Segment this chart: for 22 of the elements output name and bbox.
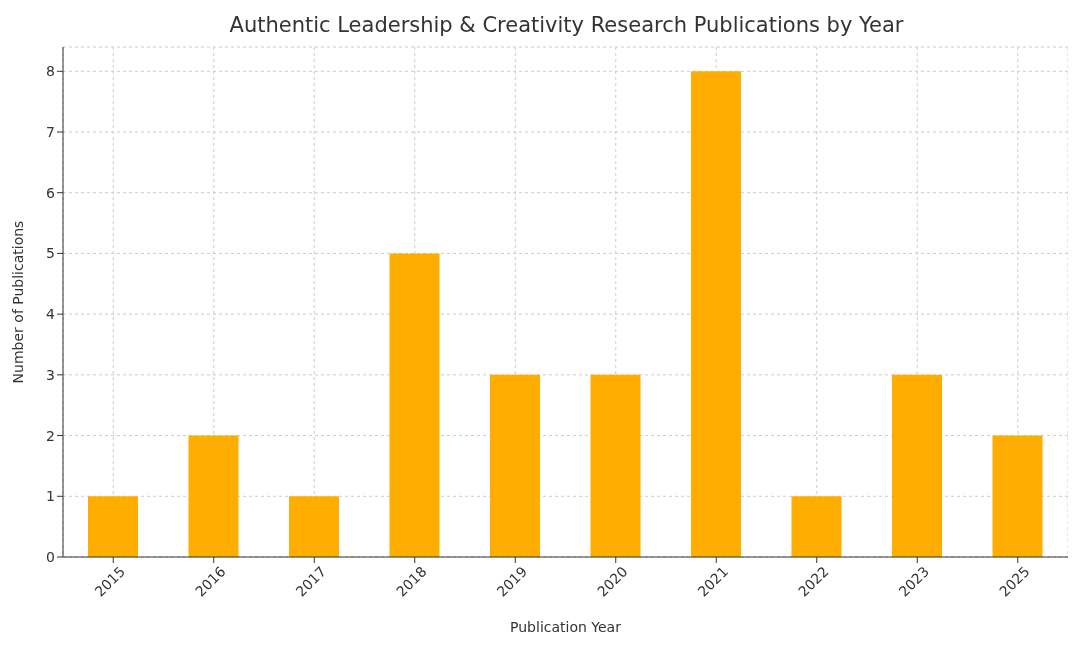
- bar: [992, 435, 1043, 557]
- y-tick-label: 4: [46, 306, 56, 323]
- y-tick-label: 5: [46, 245, 55, 262]
- y-tick-label: 6: [46, 184, 56, 201]
- bar: [490, 374, 540, 557]
- x-axis-title: Publication Year: [510, 619, 622, 635]
- y-tick-label: 1: [46, 488, 55, 505]
- bar: [791, 496, 842, 557]
- y-tick-label: 8: [46, 63, 55, 80]
- y-tick-label: 7: [46, 123, 55, 140]
- bar: [590, 374, 641, 557]
- y-tick-label: 3: [46, 366, 55, 383]
- y-axis-title: Number of Publications: [9, 220, 26, 384]
- y-tick-label: 0: [46, 548, 55, 565]
- bar: [188, 435, 239, 557]
- bar: [88, 496, 138, 557]
- y-tick-label: 2: [46, 427, 55, 444]
- bar: [691, 71, 741, 557]
- chart-title: Authentic Leadership & Creativity Research Publications by Year: [228, 12, 905, 39]
- bar: [389, 253, 440, 557]
- bar: [289, 496, 339, 557]
- bar: [892, 374, 942, 557]
